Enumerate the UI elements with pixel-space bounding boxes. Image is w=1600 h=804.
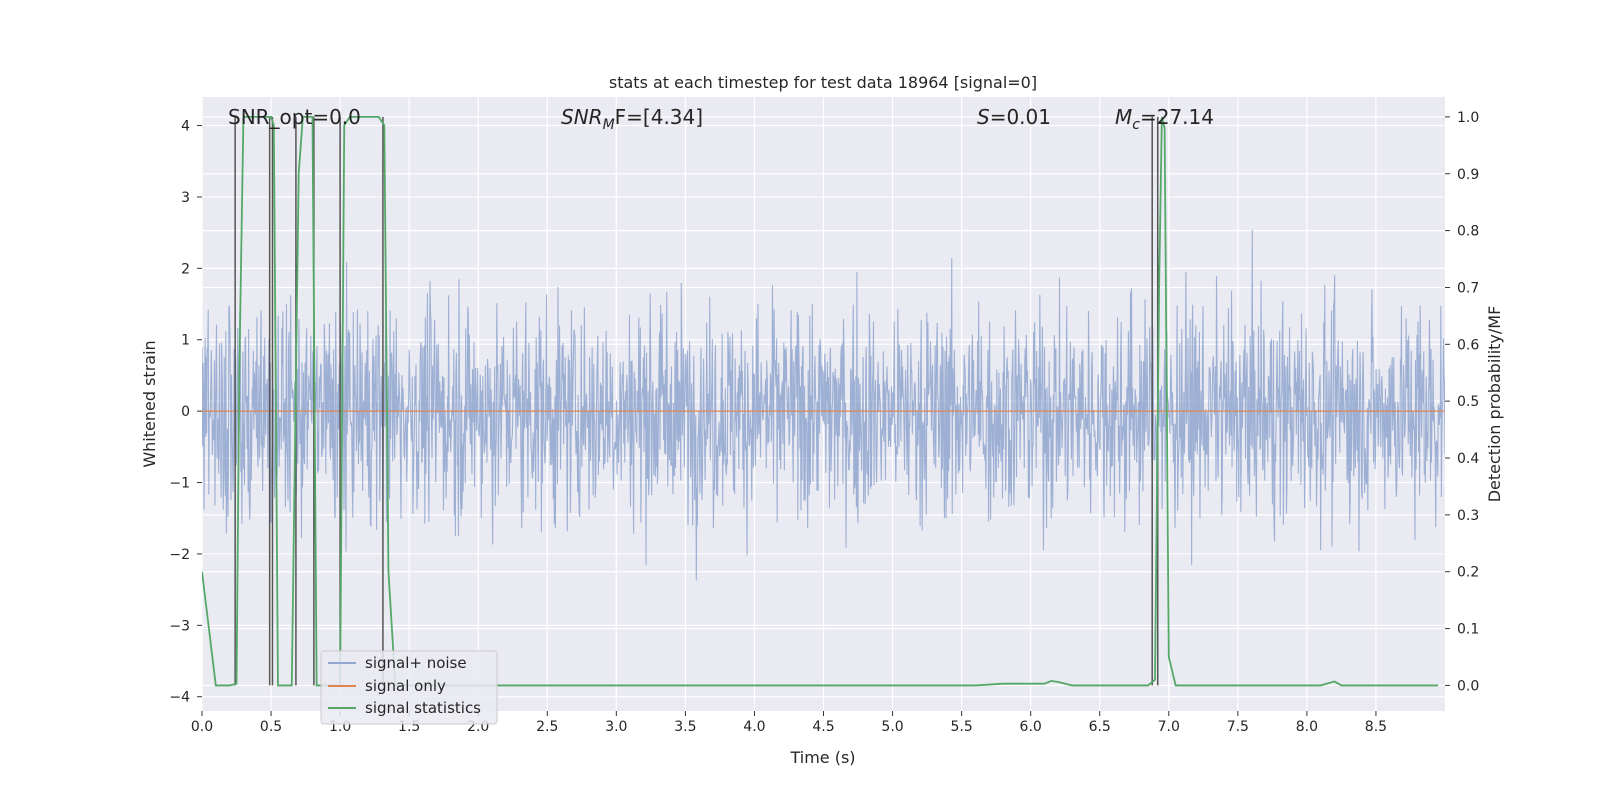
series-signal-statistics: [202, 116, 1439, 687]
y-axis-right-label: Detection probability/MF: [1485, 306, 1504, 503]
x-tick-label: 7.5: [1227, 719, 1249, 735]
x-tick-label: 0.5: [260, 719, 282, 735]
x-tick-label: 7.0: [1158, 719, 1180, 735]
x-tick-label: 0.0: [191, 719, 213, 735]
y-left-tick-label: −4: [169, 690, 190, 706]
y-left-tick-label: 0: [181, 404, 190, 420]
x-tick-label: 5.0: [881, 719, 903, 735]
grid-horizontal: [202, 124, 1445, 698]
chart-title: stats at each timestep for test data 189…: [609, 73, 1037, 92]
x-tick-label: 8.0: [1296, 719, 1318, 735]
y-left-tick-label: −1: [169, 476, 190, 492]
x-tick-label: 6.0: [1020, 719, 1042, 735]
annotation-s: S=0.01: [977, 105, 1051, 129]
y-right-tick-label: 0.6: [1457, 337, 1479, 353]
y-left-tick-label: 1: [181, 333, 190, 349]
x-axis-label: Time (s): [789, 748, 855, 767]
legend-box: [320, 650, 498, 725]
y-left-tick-label: 2: [181, 261, 190, 277]
x-tick-label: 2.5: [536, 719, 558, 735]
y-left-tick-label: −2: [169, 547, 190, 563]
y-left-tick-label: −3: [169, 618, 190, 634]
y-left-tick-label: 4: [181, 119, 190, 135]
x-tick-label: 4.5: [812, 719, 834, 735]
y-right-tick-label: 0.2: [1457, 565, 1479, 581]
legend-label-signal-only: signal only: [365, 677, 446, 695]
legend: signal+ noise signal only signal statist…: [320, 650, 498, 725]
y-right-tick-label: 0.0: [1457, 678, 1479, 694]
x-tick-label: 5.5: [950, 719, 972, 735]
y-right-tick-label: 0.3: [1457, 508, 1479, 524]
x-tick-label: 3.5: [674, 719, 696, 735]
x-tick-label: 8.5: [1365, 719, 1387, 735]
y-left-tick-label: 3: [181, 190, 190, 206]
series-signal-noise: [202, 229, 1445, 581]
y-right-tick-label: 0.7: [1457, 280, 1479, 296]
x-tick-label: 4.0: [743, 719, 765, 735]
y-right-tick-label: 0.9: [1457, 167, 1479, 183]
x-tick-label: 6.5: [1089, 719, 1111, 735]
y-right-tick-label: 0.4: [1457, 451, 1479, 467]
y-right-tick-label: 0.8: [1457, 224, 1479, 240]
annotation-mc: Mc=27.14: [1115, 105, 1214, 133]
y-right-tick-label: 1.0: [1457, 110, 1479, 126]
legend-label-signal-statistics: signal statistics: [365, 699, 481, 717]
legend-label-signal-noise: signal+ noise: [365, 654, 467, 672]
y-axis-right-ticks: 1.0 0.9 0.8 0.7 0.6 0.5 0.4 0.3 0.2 0.1 0.0: [1445, 110, 1479, 694]
y-axis-left-ticks: 4 3 2 1 0 −1 −2 −3 −4: [169, 119, 202, 706]
annotation-snr-opt: SNR_opt=0.0: [228, 105, 361, 129]
y-right-tick-label: 0.1: [1457, 622, 1479, 638]
annotation-snr-mf: SNRMF=[4.34]: [561, 105, 703, 133]
y-axis-left-label: Whitened strain: [140, 340, 159, 467]
y-right-tick-label: 0.5: [1457, 394, 1479, 410]
x-tick-label: 3.0: [605, 719, 627, 735]
